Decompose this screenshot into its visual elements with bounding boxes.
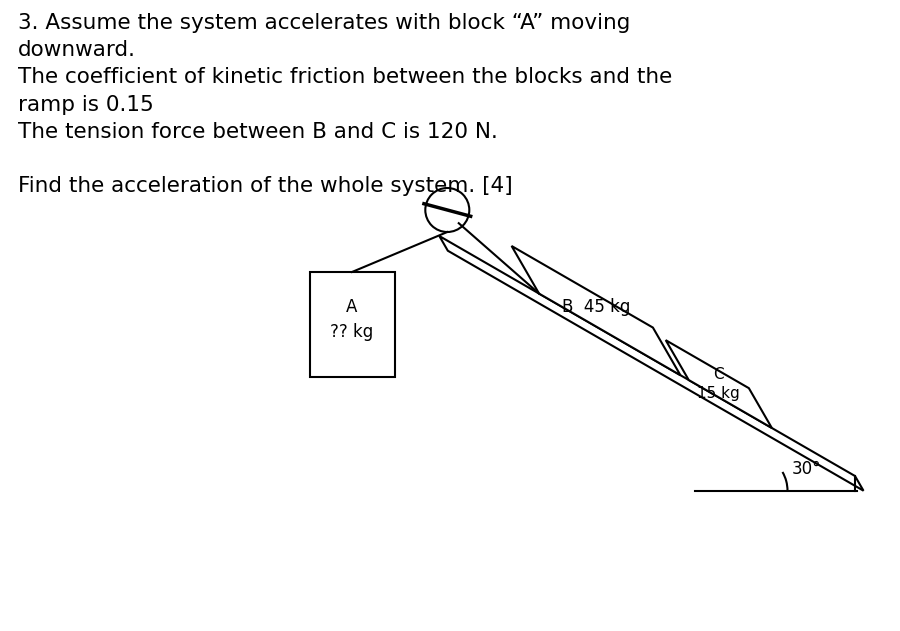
Text: 3. Assume the system accelerates with block “A” moving
downward.
The coefficient: 3. Assume the system accelerates with bl… xyxy=(18,13,672,196)
Bar xyxy=(310,272,394,377)
Text: B  45 kg: B 45 kg xyxy=(562,298,630,316)
Circle shape xyxy=(426,188,469,232)
Polygon shape xyxy=(439,236,863,491)
Polygon shape xyxy=(666,340,772,428)
Text: 30°: 30° xyxy=(792,460,822,478)
Text: A
?? kg: A ?? kg xyxy=(330,298,374,341)
Text: C
15 kg: C 15 kg xyxy=(698,367,740,401)
Polygon shape xyxy=(511,246,680,375)
